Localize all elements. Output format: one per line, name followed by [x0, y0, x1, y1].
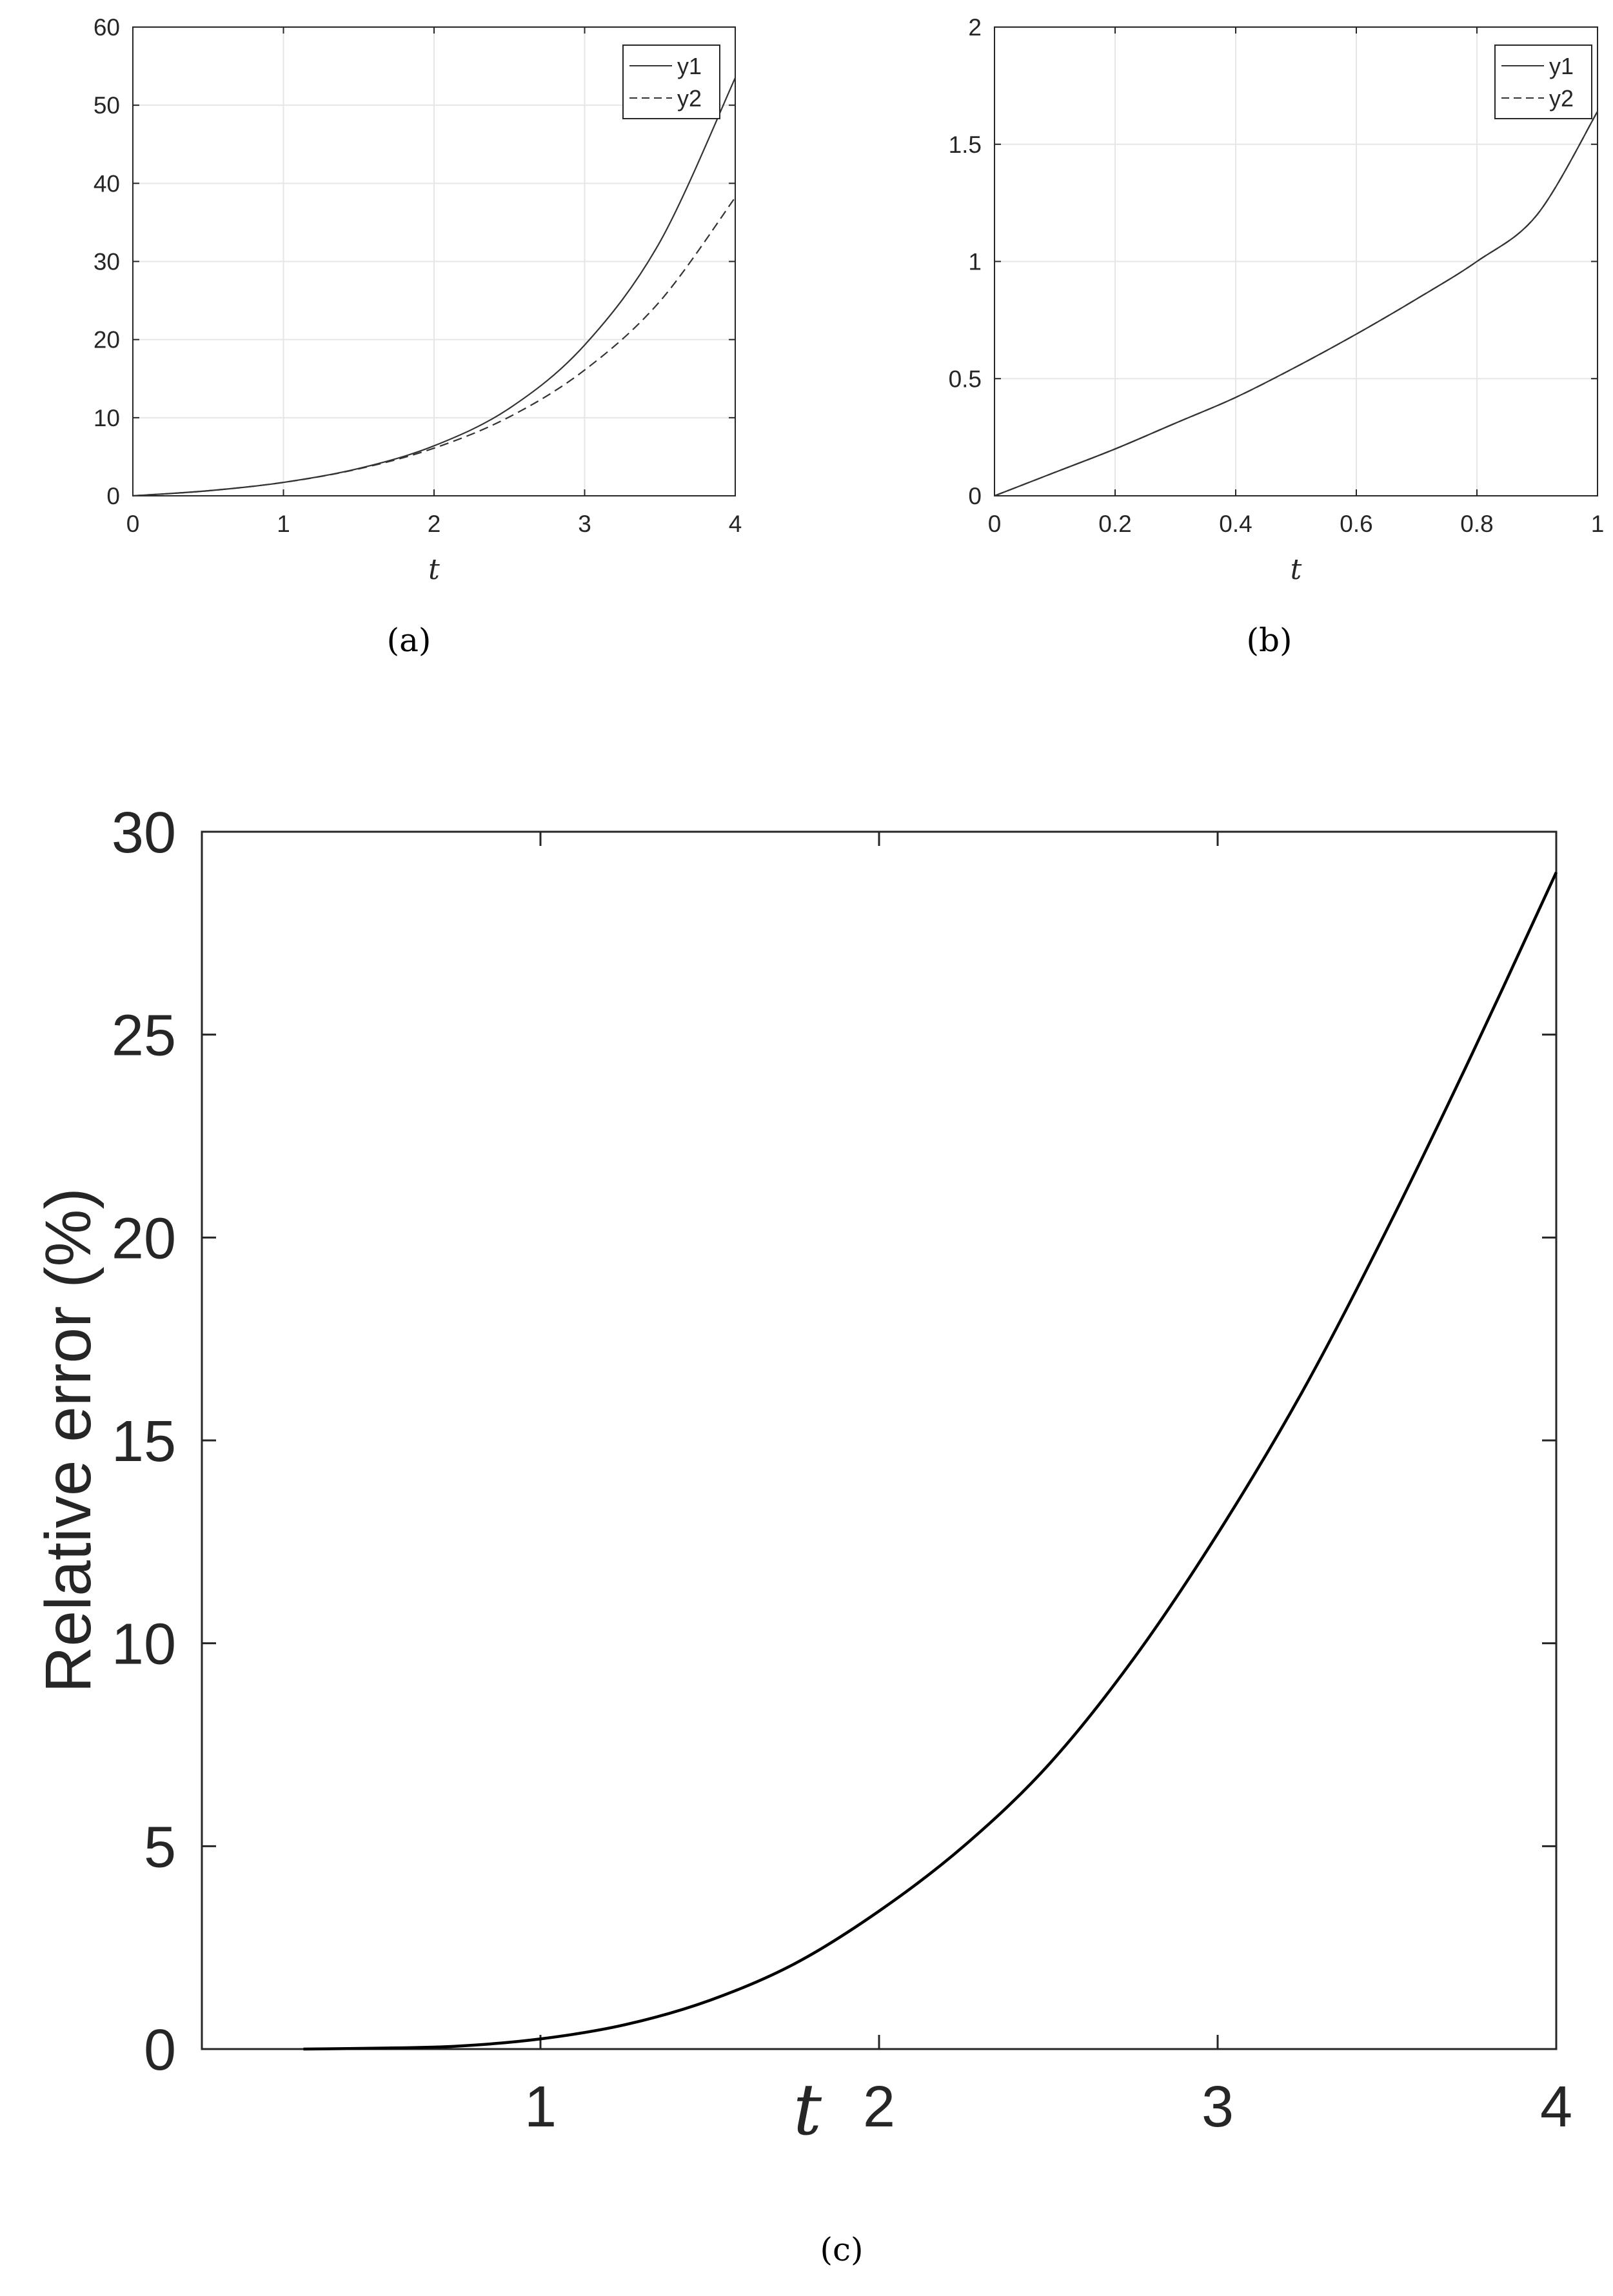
- x-tick-label: 0: [988, 511, 1002, 537]
- y-tick-label: 25: [112, 1004, 176, 1068]
- x-tick-label: 1: [277, 511, 290, 537]
- y-tick-label: 5: [144, 1815, 176, 1879]
- y-tick-label: 20: [112, 1206, 176, 1271]
- x-tick-label: 0.6: [1340, 511, 1372, 537]
- x-tick-label: 4: [729, 511, 742, 537]
- legend-label-y1: y1: [1549, 53, 1574, 79]
- y-axis-label: Relative error (%): [32, 1188, 104, 1693]
- x-axis-label: t: [1291, 553, 1302, 586]
- y-tick-label: 2: [968, 14, 982, 41]
- caption-c: (c): [820, 2231, 863, 2268]
- legend-box: [622, 44, 720, 119]
- x-tick-label: 3: [1202, 2075, 1234, 2139]
- axes-box: [132, 26, 736, 496]
- y-tick-label: 50: [94, 92, 120, 119]
- y-tick-label: 30: [112, 801, 176, 865]
- x-tick-label: 1: [1591, 511, 1605, 537]
- x-tick-label: 3: [578, 511, 591, 537]
- legend-label-y2: y2: [677, 85, 702, 112]
- plot-area: [202, 832, 1556, 2049]
- legend-label-y2: y2: [1549, 85, 1574, 112]
- y-tick-label: 0: [968, 483, 982, 509]
- axes-box: [201, 830, 1558, 2050]
- x-tick-label: 0: [126, 511, 140, 537]
- y-tick-label: 20: [94, 327, 120, 353]
- x-tick-label: 1: [524, 2075, 557, 2139]
- y-tick-label: 10: [112, 1613, 176, 1677]
- x-tick-label: 0.4: [1219, 511, 1252, 537]
- y-tick-label: 10: [94, 405, 120, 431]
- y-tick-label: 30: [94, 249, 120, 275]
- x-tick-label: 2: [863, 2075, 895, 2139]
- y-tick-label: 1: [968, 249, 982, 275]
- series-line-y2: [994, 111, 1598, 497]
- y-tick-label: 0: [106, 483, 120, 509]
- legend-box: [1494, 44, 1592, 119]
- y-tick-label: 1.5: [949, 132, 982, 158]
- series-line-y2: [132, 197, 736, 497]
- x-tick-label: 0.8: [1460, 511, 1493, 537]
- y-tick-label: 0: [144, 2018, 176, 2083]
- x-tick-label: 4: [1540, 2075, 1572, 2139]
- caption-a: (a): [387, 622, 431, 659]
- y-tick-label: 40: [94, 170, 120, 197]
- y-tick-label: 60: [94, 14, 120, 41]
- y-tick-label: 15: [112, 1409, 176, 1474]
- x-tick-label: 0.2: [1098, 511, 1131, 537]
- caption-b: (b): [1246, 622, 1292, 659]
- x-tick-label: 2: [428, 511, 441, 537]
- axes-box: [994, 26, 1598, 496]
- x-axis-label: t: [428, 553, 440, 586]
- series-line-error: [303, 871, 1558, 2051]
- legend-label-y1: y1: [677, 53, 702, 79]
- chart-c: 1 2 3 4 0 5 10 15 20 25 30 t Relative error (%) (c): [32, 801, 1572, 2268]
- x-axis-label: t: [793, 2068, 822, 2151]
- y-tick-label: 0.5: [949, 366, 982, 392]
